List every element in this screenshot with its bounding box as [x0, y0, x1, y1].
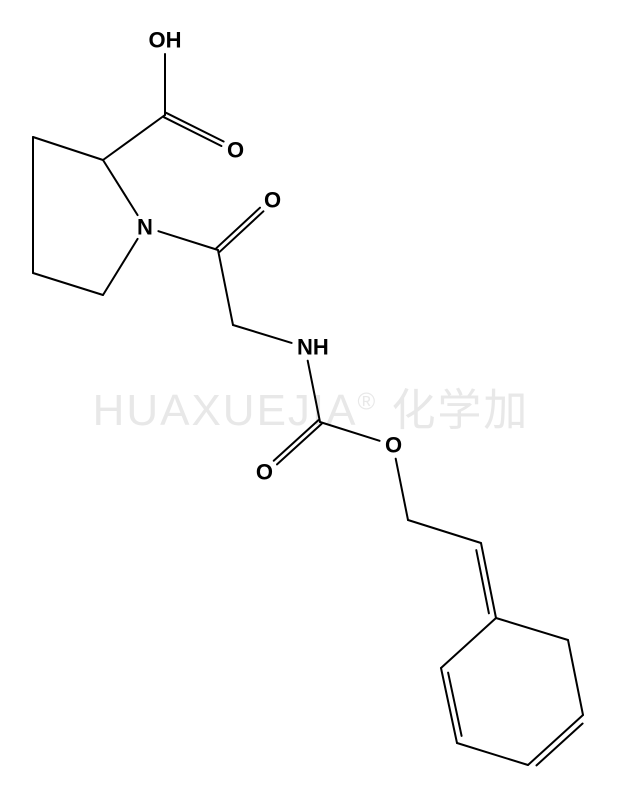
- atom-label: O: [256, 460, 273, 485]
- atom-label: O: [385, 433, 402, 458]
- atom-label: O: [227, 138, 244, 163]
- atom-label: OH: [149, 28, 182, 53]
- atom-label: N: [137, 215, 153, 240]
- atom-label: O: [264, 188, 281, 213]
- chemical-structure-diagram: OHONONHOO: [0, 0, 622, 811]
- atom-label: NH: [297, 335, 329, 360]
